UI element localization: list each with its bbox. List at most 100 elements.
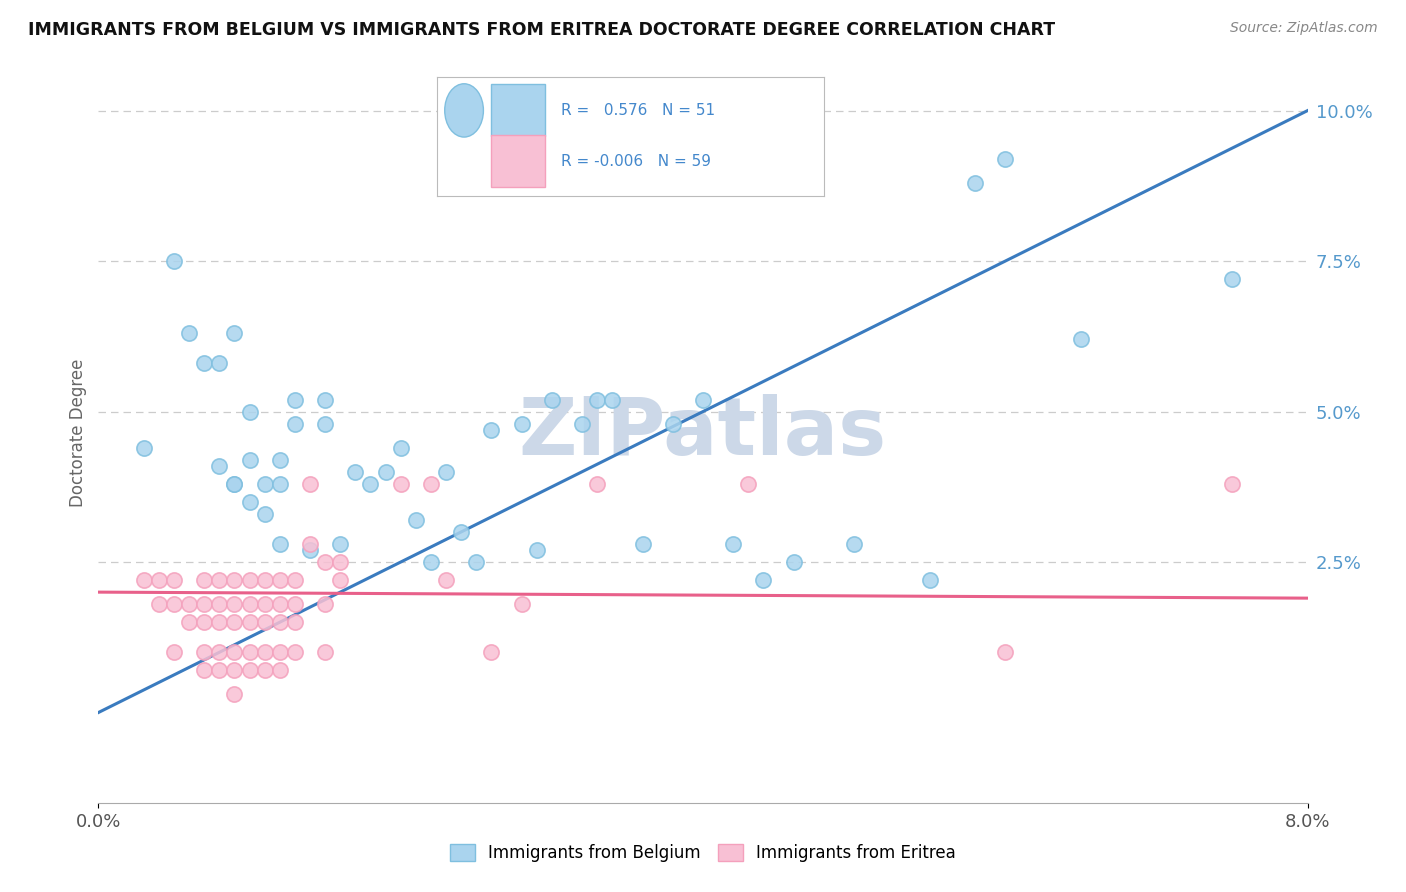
Point <box>918 573 941 587</box>
Point <box>389 441 412 455</box>
Point <box>783 555 806 569</box>
Legend: Immigrants from Belgium, Immigrants from Eritrea: Immigrants from Belgium, Immigrants from… <box>443 837 963 869</box>
Point <box>752 573 775 587</box>
Point <box>253 573 276 587</box>
Point <box>253 597 276 611</box>
Point <box>269 452 291 467</box>
Point <box>193 615 215 630</box>
Point <box>965 176 987 190</box>
Point <box>253 507 276 521</box>
Point <box>208 573 231 587</box>
Point <box>299 543 322 558</box>
Point <box>224 645 246 659</box>
Point <box>420 476 443 491</box>
Point <box>253 615 276 630</box>
Point <box>374 465 396 479</box>
Point <box>284 597 307 611</box>
Point <box>314 417 336 431</box>
Point <box>239 664 262 678</box>
Point <box>163 597 186 611</box>
Point <box>737 476 759 491</box>
Point <box>284 392 307 407</box>
Point <box>193 645 215 659</box>
Point <box>208 645 231 659</box>
Point <box>193 664 215 678</box>
Point <box>540 392 562 407</box>
Point <box>269 664 291 678</box>
Point <box>269 645 291 659</box>
Point <box>239 615 262 630</box>
Point <box>586 476 609 491</box>
Point <box>208 356 231 370</box>
Point <box>360 476 382 491</box>
Point <box>844 537 866 551</box>
Point <box>269 597 291 611</box>
Point <box>284 645 307 659</box>
Point <box>224 615 246 630</box>
Point <box>314 597 336 611</box>
Point <box>224 597 246 611</box>
Point <box>284 615 307 630</box>
Point <box>148 597 170 611</box>
Point <box>269 573 291 587</box>
Point <box>1070 332 1092 346</box>
Point <box>434 465 457 479</box>
Point <box>224 476 246 491</box>
Point <box>284 573 307 587</box>
Point <box>510 417 533 431</box>
Point <box>994 645 1017 659</box>
Point <box>526 543 548 558</box>
Text: ZIPatlas: ZIPatlas <box>519 393 887 472</box>
Point <box>239 597 262 611</box>
Point <box>1220 272 1243 286</box>
Point <box>269 537 291 551</box>
Point <box>163 254 186 268</box>
Point <box>299 537 322 551</box>
Point <box>314 645 336 659</box>
Point <box>193 356 215 370</box>
Text: IMMIGRANTS FROM BELGIUM VS IMMIGRANTS FROM ERITREA DOCTORATE DEGREE CORRELATION : IMMIGRANTS FROM BELGIUM VS IMMIGRANTS FR… <box>28 21 1056 38</box>
Point <box>329 537 352 551</box>
Point <box>224 573 246 587</box>
Point <box>602 392 624 407</box>
Y-axis label: Doctorate Degree: Doctorate Degree <box>69 359 87 507</box>
Point <box>465 555 488 569</box>
Point <box>148 573 170 587</box>
Point <box>208 615 231 630</box>
Point <box>253 645 276 659</box>
Text: Source: ZipAtlas.com: Source: ZipAtlas.com <box>1230 21 1378 35</box>
Point <box>239 645 262 659</box>
Point <box>132 573 155 587</box>
Point <box>253 664 276 678</box>
Point <box>208 597 231 611</box>
Point <box>208 664 231 678</box>
Point <box>253 476 276 491</box>
Point <box>389 476 412 491</box>
Point <box>329 555 352 569</box>
Point <box>481 423 503 437</box>
Point <box>179 615 201 630</box>
Point <box>481 645 503 659</box>
Point <box>299 476 322 491</box>
Point <box>405 513 427 527</box>
Point <box>239 495 262 509</box>
Point <box>239 404 262 418</box>
Point <box>723 537 745 551</box>
Point <box>314 555 336 569</box>
Point <box>224 688 246 702</box>
Point <box>208 458 231 473</box>
Point <box>661 417 683 431</box>
Point <box>179 597 201 611</box>
Point <box>344 465 367 479</box>
Point <box>269 615 291 630</box>
Point <box>239 452 262 467</box>
Point <box>450 524 472 539</box>
Point <box>284 417 307 431</box>
Point <box>994 152 1017 166</box>
Point <box>269 476 291 491</box>
Point <box>420 555 443 569</box>
Point <box>1220 476 1243 491</box>
Point <box>510 597 533 611</box>
Point <box>571 417 593 431</box>
Point <box>329 573 352 587</box>
